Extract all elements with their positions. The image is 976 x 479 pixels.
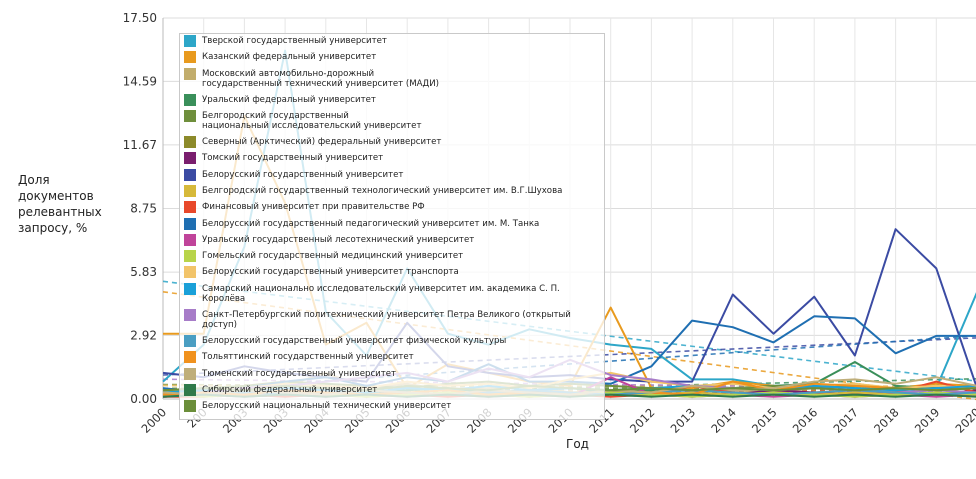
legend-label: Санкт-Петербургский политехнический унив… <box>202 309 571 331</box>
legend-item[interactable]: Московский автомобильно-дорожный государ… <box>184 67 604 90</box>
legend-label: Уральский федеральный университет <box>202 94 376 105</box>
x-axis-title: Год <box>566 437 589 451</box>
legend-label: Уральский государственный лесотехнически… <box>202 234 475 245</box>
y-tick-label: 8.75 <box>130 202 157 216</box>
legend-label: Московский автомобильно-дорожный государ… <box>202 68 440 89</box>
y-axis: 0.00 2.92 5.83 8.75 11.67 14.59 17.50 <box>123 11 157 406</box>
legend-label: Сибирский федеральный университет <box>202 384 378 395</box>
legend-item[interactable]: Северный (Арктический) федеральный униве… <box>184 136 604 149</box>
x-tick-label: 2012 <box>627 405 658 436</box>
legend-item[interactable]: Самарский национально исследовательский … <box>184 282 604 305</box>
legend-label: Белгородский государственный технологиче… <box>202 186 563 196</box>
y-tick-label: 17.50 <box>123 11 157 25</box>
legend-swatch <box>184 201 196 214</box>
legend-label: Тверской государственный университет <box>202 36 387 46</box>
y-tick-label: 11.67 <box>123 138 157 152</box>
legend-label: Казанский федеральный университет <box>202 52 377 63</box>
y-tick-label: 2.92 <box>130 328 157 342</box>
legend-item[interactable]: Казанский федеральный университет <box>184 51 604 64</box>
legend-item[interactable]: Тольяттинский государственный университе… <box>184 351 604 364</box>
x-tick-label: 2013 <box>668 405 699 436</box>
legend-item[interactable]: Тверской государственный университет <box>184 35 604 47</box>
legend-item[interactable]: Белорусский государственный университет … <box>184 335 604 347</box>
legend-item[interactable]: Санкт-Петербургский политехнический унив… <box>184 308 604 331</box>
legend-label: Белорусский национальный технический уни… <box>202 401 452 412</box>
x-tick-label: 2017 <box>830 405 861 436</box>
legend-item[interactable]: Уральский государственный лесотехнически… <box>184 233 604 246</box>
x-tick-label: 2018 <box>871 405 902 436</box>
legend-item[interactable]: Тюменский государственный университет <box>184 367 604 380</box>
legend-swatch <box>184 308 196 321</box>
legend-swatch <box>184 93 196 106</box>
legend-item[interactable]: Томский государственный университет <box>184 152 604 165</box>
legend-label: Белорусский государственный университет <box>202 169 404 180</box>
legend-label: Гомельский государственный медицинский у… <box>202 251 464 262</box>
legend-item[interactable]: Сибирский федеральный университет <box>184 383 604 396</box>
legend-swatch <box>184 67 196 80</box>
legend-item[interactable]: Гомельский государственный медицинский у… <box>184 250 604 263</box>
x-tick-label: 2000 <box>139 405 170 436</box>
legend-label: Томский государственный университет <box>202 153 384 164</box>
legend-swatch <box>184 351 196 364</box>
legend-swatch <box>184 282 196 295</box>
y-axis-title: Доля документов релевантных запросу, % <box>18 173 102 235</box>
legend-swatch <box>184 367 196 380</box>
legend-item[interactable]: Белорусский национальный технический уни… <box>184 400 604 413</box>
legend-swatch <box>184 51 196 64</box>
legend-item[interactable]: Белорусский государственный университет … <box>184 266 604 279</box>
legend-item[interactable]: Уральский федеральный университет <box>184 93 604 106</box>
legend-item[interactable]: Белгородский государственный национальны… <box>184 110 604 132</box>
legend-label: Белорусский государственный университет … <box>202 336 507 346</box>
legend-swatch <box>184 168 196 181</box>
y-tick-label: 0.00 <box>130 392 157 406</box>
legend-label: Белорусский государственный педагогическ… <box>202 218 540 229</box>
legend-swatch <box>184 400 196 413</box>
legend-label: Тольяттинский государственный университе… <box>202 352 414 363</box>
legend-label: Самарский национально исследовательский … <box>202 283 560 305</box>
legend-item[interactable]: Финансовый университет при правительстве… <box>184 201 604 214</box>
y-tick-label: 5.83 <box>130 265 157 279</box>
legend: Тверской государственный университет Каза… <box>179 33 605 420</box>
legend-swatch <box>184 383 196 396</box>
x-tick-label: 2016 <box>790 405 821 436</box>
legend-swatch <box>184 136 196 149</box>
x-tick-label: 2019 <box>912 405 943 436</box>
legend-swatch <box>184 335 196 347</box>
legend-swatch <box>184 217 196 230</box>
legend-label: Финансовый университет при правительстве… <box>202 202 425 213</box>
legend-label: Белгородский государственный национальны… <box>202 111 422 132</box>
legend-label: Северный (Арктический) федеральный униве… <box>202 137 442 148</box>
legend-label: Тюменский государственный университет <box>202 368 397 379</box>
legend-item[interactable]: Белорусский государственный педагогическ… <box>184 217 604 230</box>
x-tick-label: 2020 <box>953 405 976 436</box>
legend-swatch <box>184 152 196 165</box>
legend-item[interactable]: Белгородский государственный технологиче… <box>184 185 604 197</box>
legend-swatch <box>184 233 196 246</box>
x-tick-label: 2014 <box>708 405 739 436</box>
legend-swatch <box>184 185 196 197</box>
legend-swatch <box>184 35 196 47</box>
legend-swatch <box>184 250 196 263</box>
y-tick-label: 14.59 <box>123 74 157 88</box>
legend-item[interactable]: Белорусский государственный университет <box>184 168 604 181</box>
legend-swatch <box>184 110 196 122</box>
x-tick-label: 2015 <box>749 405 780 436</box>
legend-swatch <box>184 266 196 279</box>
legend-label: Белорусский государственный университет … <box>202 267 459 278</box>
